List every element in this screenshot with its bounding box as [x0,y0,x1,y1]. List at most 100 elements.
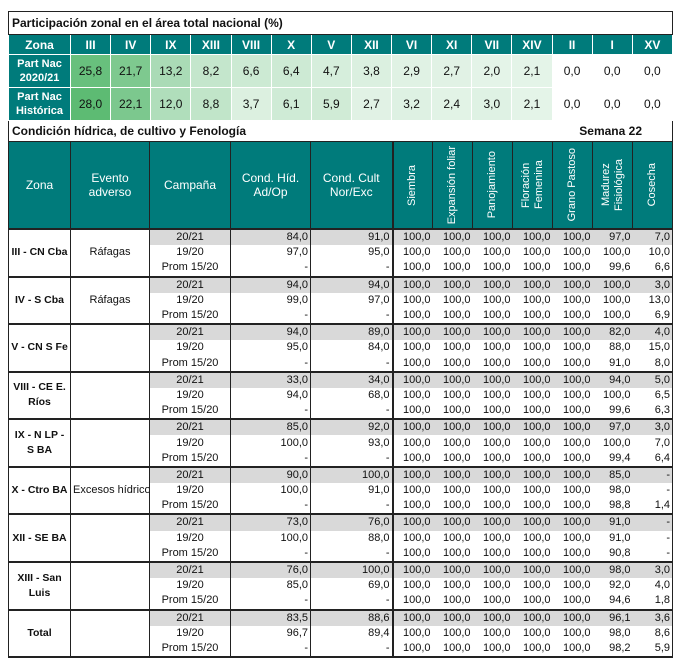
participation-value: 28,0 [69,87,112,121]
campaign-cell: 19/20 [149,292,231,308]
value-cell: - [230,498,311,515]
value-cell: 100,0 [562,499,591,512]
value-cell: 100,0 [442,246,471,259]
value-cell: 100,0 [512,323,553,341]
column-header: Cond. Híd. Ad/Op [230,141,311,230]
value-cell: 100,0 [522,546,551,559]
value-cell: 69,0 [310,578,393,594]
value-cell: 94,6 [609,594,631,607]
participation-value: 2,4 [431,87,473,121]
value-cell: 100,0 [602,436,631,449]
value-cell: 100,0 [552,418,593,436]
participation-value: 3,8 [350,54,393,88]
value-cell: 100,0 [442,341,471,354]
value-cell: 100,0 [391,498,433,515]
data-row: 19/20 94,0 68,0 100,0 100,0 100,0 100,0 100,0 10… [9,387,673,404]
value-cell: 100,0 [562,309,591,322]
row-label-line: Part Nac [17,58,62,70]
column-header-label: Expansión foliar [446,145,458,225]
value-cell: 100,0 [602,309,631,322]
campaign-cell: Prom 15/20 [149,450,231,467]
value-cell: 99,6 [609,261,631,274]
participation-value: 0,0 [591,87,633,121]
value-cell: 100,0 [391,545,433,562]
adverse-event: Ráfagas [70,228,150,278]
campaign-cell: 20/21 [149,465,231,483]
participation-row: Part Nac Histórica 28,0 22,1 12,0 8,8 3,7 6,1 5,… [8,87,674,121]
value-cell: 84,0 [310,340,393,356]
value-cell: 100,0 [552,370,593,388]
value-cell: 97,0 [310,292,393,308]
value-cell: 100,0 [391,370,433,388]
value-cell: 100,0 [230,483,311,499]
column-header: Grano Pastoso [552,141,593,230]
value-cell: 98,0 [609,626,631,639]
participation-value: 8,8 [190,87,232,121]
condition-table: Zona Evento adverso Campaña Cond. Híd. Ad/O… [8,141,673,659]
value-cell: 100,0 [562,293,591,306]
value-cell: 100,0 [391,465,433,483]
adverse-event [70,608,150,659]
value-cell: - [230,593,311,610]
value-cell: 99,6 [609,404,631,417]
value-cell: - [310,545,393,562]
value-cell: 10,0 [632,245,673,261]
column-header-label: Panojamiento [486,151,498,219]
value-cell: 84,0 [230,227,311,246]
value-cell: 94,0 [310,275,393,293]
campaign-cell: 19/20 [149,578,231,594]
participation-value: 3,0 [471,87,513,121]
campaign-cell: 20/21 [149,370,231,388]
value-cell: 88,6 [310,608,393,626]
value-cell: 6,9 [632,307,673,325]
value-cell: 3,0 [632,275,673,293]
value-cell: 100,0 [472,560,513,579]
value-cell: - [632,513,673,531]
data-row: XIII - San Luis 20/21 76,0 100,0 100,0 100,0 1… [8,560,673,611]
value-cell: - [632,483,673,499]
value-cell: 1,8 [632,593,673,610]
value-cell: - [310,403,393,420]
value-cell: 100,0 [482,356,511,369]
adverse-event [70,323,150,373]
value-cell: 100,0 [552,608,593,626]
value-cell: 88,0 [310,530,393,546]
value-cell: 4,0 [632,323,673,341]
value-cell: 100,0 [472,608,513,626]
participation-value: 2,1 [511,87,553,121]
value-cell: 96,1 [592,608,633,626]
value-cell: 97,0 [592,418,633,436]
value-cell: 100,0 [391,245,433,261]
value-cell: 100,0 [391,625,433,641]
value-cell: 100,0 [512,275,553,293]
value-cell: 100,0 [391,435,433,451]
section-title: Condición hídrica, de cultivo y Fenologí… [12,124,247,138]
adverse-event: Ráfagas [70,275,150,326]
zone-name: Total [8,608,71,659]
value-cell: 100,0 [482,484,511,497]
value-cell: 100,0 [552,275,593,293]
value-cell: - [310,260,393,277]
participation-value: 2,7 [350,87,393,121]
campaign-cell: Prom 15/20 [149,498,231,515]
value-cell: 100,0 [391,323,433,341]
value-cell: - [230,307,311,325]
value-cell: 73,0 [230,513,311,531]
data-row: Prom 15/20- -100,0 100,0 100,0 100,0 100,0 99,… [9,450,673,467]
participation-value: 6,1 [270,87,312,121]
value-cell: 100,0 [482,499,511,512]
participation-value: 3,2 [390,87,433,121]
campaign-cell: 19/20 [149,387,231,404]
value-cell: 100,0 [562,484,591,497]
value-cell: 100,0 [391,483,433,499]
column-header: Madurez Fisiológica [592,141,633,230]
campaign-cell: 20/21 [149,560,231,579]
value-cell: 100,0 [432,418,473,436]
value-cell: 100,0 [391,608,433,626]
title-row: Participación zonal en el área total nac… [8,11,673,35]
value-cell: 100,0 [562,261,591,274]
value-cell: 100,0 [391,450,433,467]
value-cell: 100,0 [512,418,553,436]
value-cell: 100,0 [522,388,551,401]
data-row: 19/20 99,0 97,0 100,0 100,0 100,0 100,0 100,0 10… [9,292,673,308]
